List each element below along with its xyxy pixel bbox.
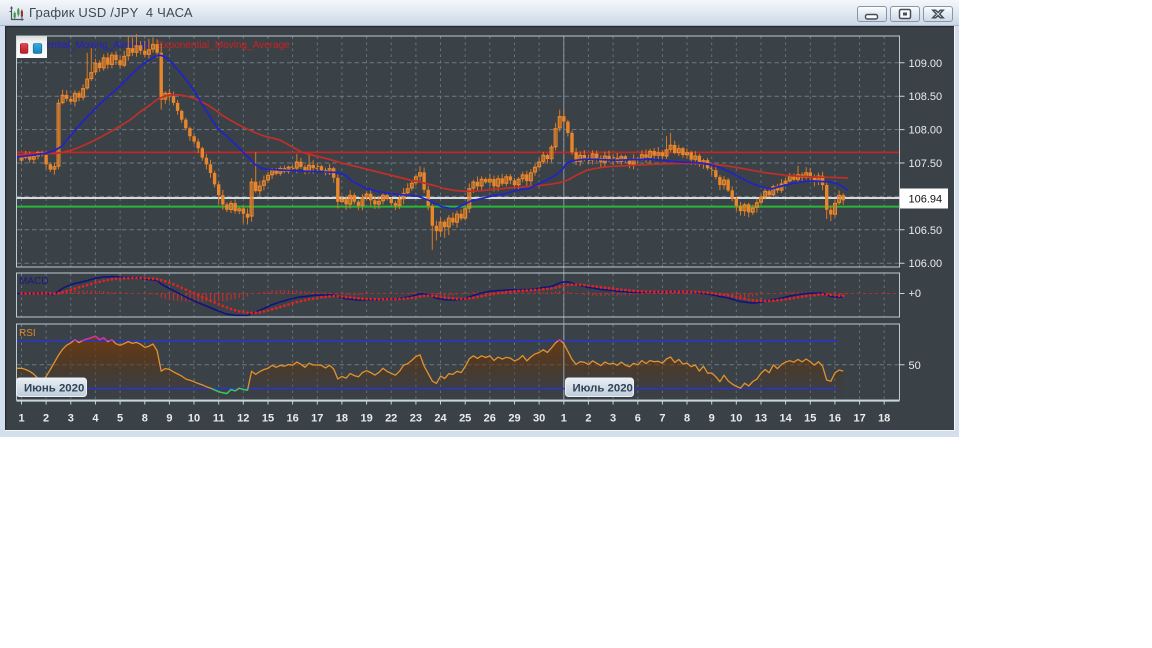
svg-text:109.00: 109.00 [909,58,943,70]
svg-text:16: 16 [286,413,298,425]
svg-text:8: 8 [142,413,148,425]
svg-text:1: 1 [561,413,567,425]
svg-text:13: 13 [755,413,767,425]
svg-text:30: 30 [533,413,545,425]
svg-text:4: 4 [92,413,99,425]
svg-text:106.50: 106.50 [909,225,943,237]
svg-text:50: 50 [909,360,921,372]
svg-text:12: 12 [237,413,249,425]
svg-text:26: 26 [484,413,496,425]
svg-text:Exponential_Moving_Average: Exponential_Moving_Average [18,40,151,51]
svg-text:17: 17 [311,413,323,425]
svg-text:1: 1 [18,413,24,425]
svg-text:18: 18 [878,413,890,425]
svg-text:108.00: 108.00 [909,125,943,137]
svg-text:8: 8 [684,413,690,425]
svg-text:107.50: 107.50 [909,158,943,170]
svg-text:25: 25 [459,413,471,425]
svg-text:3: 3 [68,413,74,425]
svg-text:10: 10 [730,413,742,425]
svg-text:29: 29 [508,413,520,425]
svg-text:108.50: 108.50 [909,91,943,103]
svg-text:11: 11 [213,413,225,425]
svg-text:6: 6 [635,413,641,425]
svg-text:23: 23 [410,413,422,425]
svg-text:22: 22 [385,413,397,425]
svg-text:106.00: 106.00 [909,258,943,270]
svg-text:10: 10 [188,413,200,425]
svg-text:106.94: 106.94 [909,194,943,206]
svg-text:16: 16 [829,413,841,425]
svg-text:Июль 2020: Июль 2020 [573,383,633,395]
svg-text:5: 5 [117,413,123,425]
svg-text:3: 3 [610,413,616,425]
svg-text:+0: +0 [909,288,922,300]
svg-text:17: 17 [853,413,865,425]
svg-text:Июнь 2020: Июнь 2020 [24,383,84,395]
svg-text:RSI: RSI [19,328,36,339]
svg-text:2: 2 [585,413,591,425]
svg-text:19: 19 [360,413,372,425]
svg-text:18: 18 [336,413,348,425]
svg-text:15: 15 [804,413,816,425]
svg-text:2: 2 [43,413,49,425]
svg-text:Exponential_Moving_Average: Exponential_Moving_Average [157,40,290,51]
svg-text:9: 9 [166,413,172,425]
svg-text:15: 15 [262,413,274,425]
svg-text:MACD: MACD [19,276,48,287]
svg-text:7: 7 [659,413,665,425]
svg-text:9: 9 [709,413,715,425]
svg-text:14: 14 [779,413,792,425]
svg-text:24: 24 [434,413,447,425]
